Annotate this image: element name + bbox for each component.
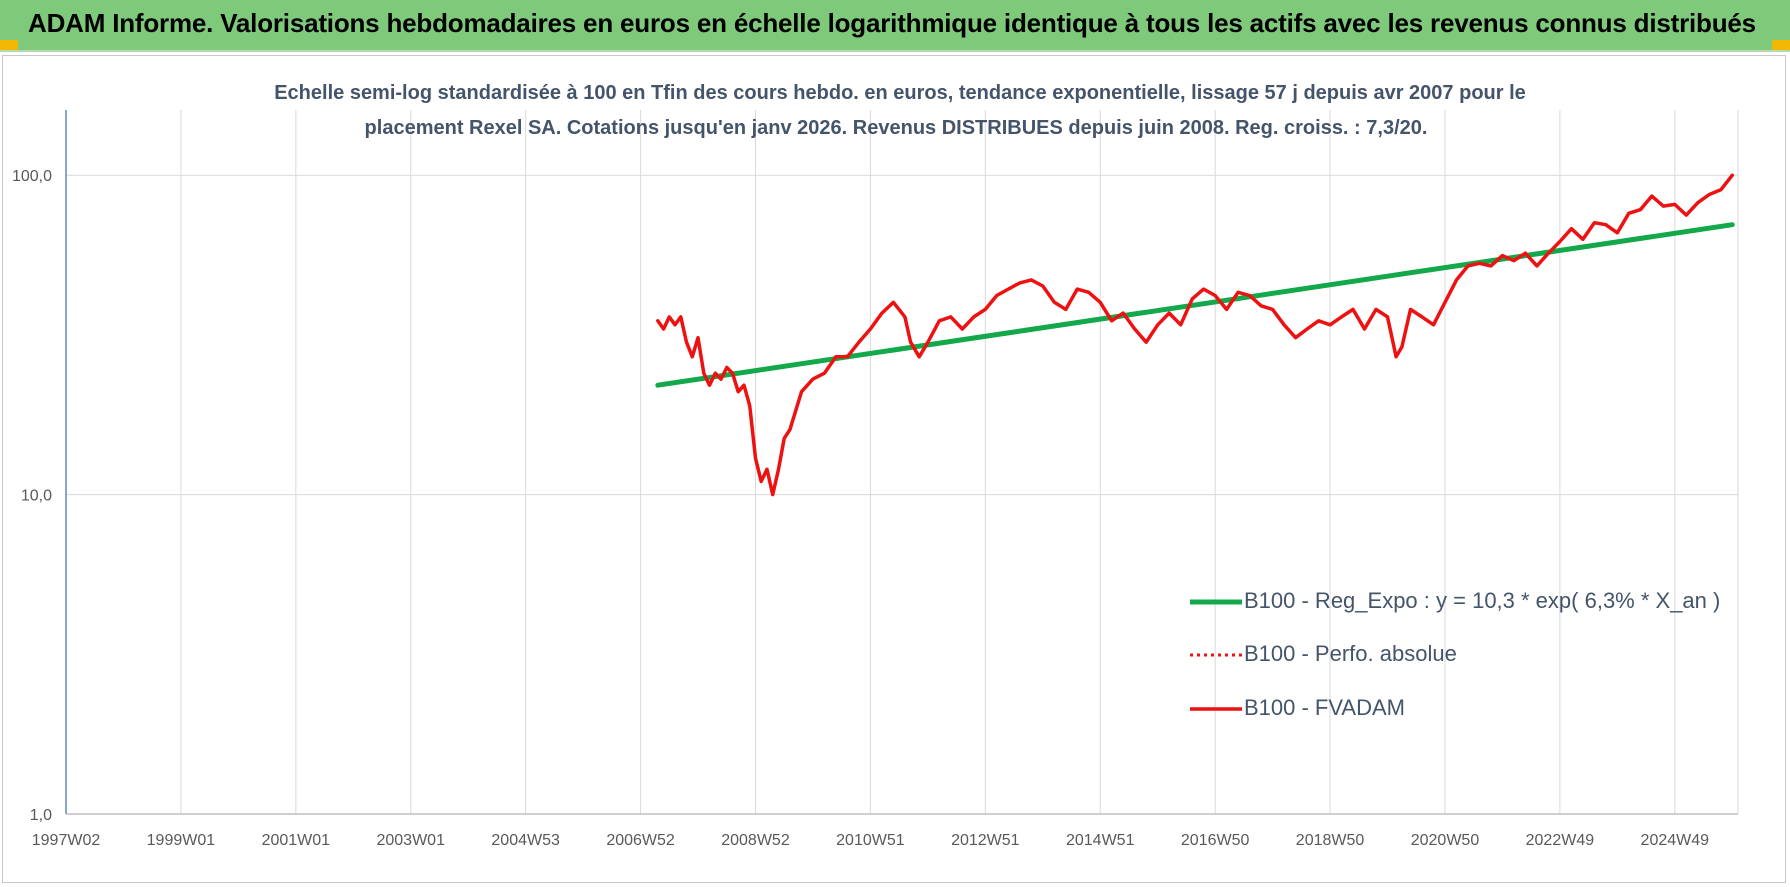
y-tick-label: 100,0 xyxy=(12,168,52,185)
y-tick-label: 10,0 xyxy=(21,488,52,505)
x-tick-labels: 1997W02 1999W01 2001W01 2003W01 2004W53 2006W… xyxy=(32,832,1709,849)
trend-line-series xyxy=(655,222,1735,388)
x-tick-label: 1999W01 xyxy=(147,832,216,849)
page-title: ADAM Informe. Valorisations hebdomadaire… xyxy=(28,8,1756,38)
legend-label: B100 - Perfo. absolue xyxy=(1244,641,1457,666)
x-tick-label: 2010W51 xyxy=(836,832,905,849)
x-tick-label: 2004W53 xyxy=(491,832,560,849)
fvadam-series xyxy=(656,173,1735,497)
title-bar: ADAM Informe. Valorisations hebdomadaire… xyxy=(0,0,1790,52)
y-tick-label: 1,0 xyxy=(30,807,52,824)
corner-marker-left xyxy=(0,40,18,50)
chart-subtitle-line-1: Echelle semi-log standardisée à 100 en T… xyxy=(274,82,1526,104)
legend: B100 - Reg_Expo : y = 10,3 * exp( 6,3% *… xyxy=(1190,588,1720,720)
x-tick-label: 1997W02 xyxy=(32,832,101,849)
legend-label: B100 - Reg_Expo : y = 10,3 * exp( 6,3% *… xyxy=(1244,588,1720,613)
x-tick-label: 2016W50 xyxy=(1181,832,1250,849)
grid xyxy=(65,110,1739,815)
x-tick-label: 2022W49 xyxy=(1526,832,1595,849)
y-tick-labels: 1,0 10,0 100,0 xyxy=(12,168,52,824)
x-tick-label: 2006W52 xyxy=(606,832,675,849)
chart-frame xyxy=(2,55,1786,883)
legend-label: B100 - FVADAM xyxy=(1244,695,1405,720)
x-tick-label: 2014W51 xyxy=(1066,832,1135,849)
x-tick-label: 2018W50 xyxy=(1296,832,1365,849)
chart-subtitle-line-2: placement Rexel SA. Cotations jusqu'en j… xyxy=(365,117,1428,139)
x-tick-label: 2012W51 xyxy=(951,832,1020,849)
axes xyxy=(65,110,1738,815)
x-tick-label: 2020W50 xyxy=(1411,832,1480,849)
x-tick-label: 2001W01 xyxy=(262,832,331,849)
x-tick-label: 2003W01 xyxy=(376,832,445,849)
corner-marker-right xyxy=(1772,40,1790,50)
x-tick-label: 2008W52 xyxy=(721,832,790,849)
x-tick-label: 2024W49 xyxy=(1641,832,1710,849)
series xyxy=(655,173,1735,497)
